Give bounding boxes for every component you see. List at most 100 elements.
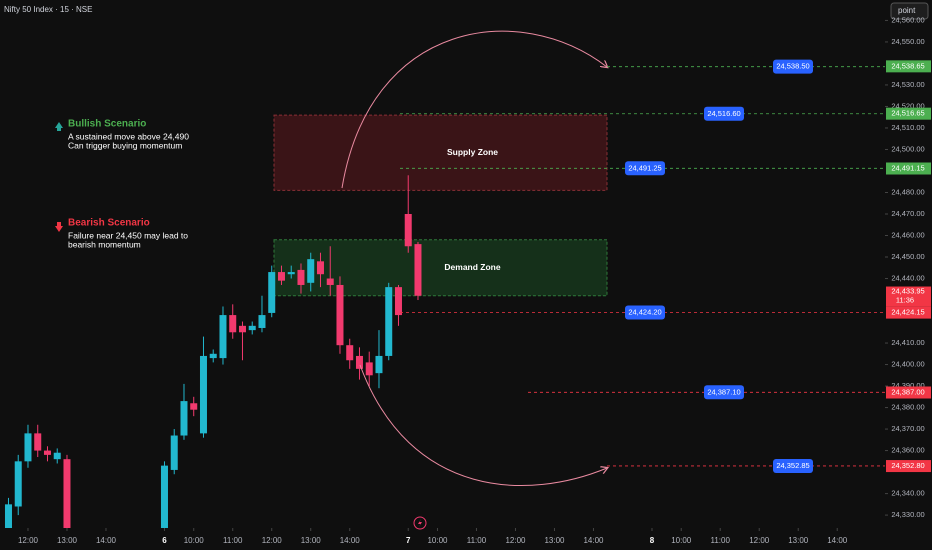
zone-label: Demand Zone xyxy=(444,262,500,272)
y-tick-label: 24,410.00 xyxy=(891,338,924,347)
level-tag xyxy=(773,458,813,473)
candle-body xyxy=(414,244,422,296)
candle-body xyxy=(14,461,22,507)
candle-body xyxy=(316,261,324,275)
candle-body xyxy=(336,284,344,346)
y-tick-label: 24,510.00 xyxy=(891,123,924,132)
level-tag-label: 24,424.20 xyxy=(628,307,661,316)
candle-body xyxy=(355,355,363,369)
candle-body xyxy=(219,315,227,359)
y-tick-label: 24,380.00 xyxy=(891,403,924,412)
y-tick-label: 24,370.00 xyxy=(891,424,924,433)
level-tag-label: 24,352.85 xyxy=(776,461,809,470)
candle-body xyxy=(297,269,305,285)
axis-tag xyxy=(886,60,931,73)
y-tick-label: 24,550.00 xyxy=(891,37,924,46)
down-arrow-icon xyxy=(55,222,63,232)
candle-body xyxy=(24,433,32,462)
level-tag-label: 24,387.10 xyxy=(707,387,740,396)
y-tick-label: 24,400.00 xyxy=(891,360,924,369)
candle-body xyxy=(170,435,178,470)
candle-body xyxy=(365,362,373,376)
scenario-text: A sustained move above 24,490 xyxy=(68,131,189,141)
level-tag-label: 24,538.50 xyxy=(776,62,809,71)
x-tick-label: 14:00 xyxy=(583,536,604,545)
candle-body xyxy=(190,403,198,410)
y-tick-label: 24,480.00 xyxy=(891,187,924,196)
candle-body xyxy=(268,272,276,313)
x-tick-label: 12:00 xyxy=(505,536,526,545)
candle-body xyxy=(209,353,217,359)
axis-tag xyxy=(886,460,931,473)
x-tick-label: 7 xyxy=(406,536,411,545)
plot-area xyxy=(4,114,608,528)
y-tick-label: 24,330.00 xyxy=(891,510,924,519)
x-tick-label: 11:00 xyxy=(223,536,243,545)
zone xyxy=(273,114,608,191)
y-tick-label: 24,340.00 xyxy=(891,489,924,498)
y-tick-label: 24,360.00 xyxy=(891,446,924,455)
axis-tag-label: 24,516.65 xyxy=(891,109,924,118)
y-tick-label: 24,440.00 xyxy=(891,274,924,283)
candle-body xyxy=(199,355,207,434)
bull-arrow xyxy=(341,30,607,189)
y-tick-label: 24,390.00 xyxy=(891,381,924,390)
y-tick-label: 24,470.00 xyxy=(891,209,924,218)
point-button-label[interactable]: point xyxy=(898,6,916,15)
x-tick-label: 13:00 xyxy=(57,536,78,545)
up-arrow-icon xyxy=(55,122,63,131)
candle-body xyxy=(307,259,315,283)
level-tag xyxy=(625,161,665,176)
x-tick-label: 13:00 xyxy=(788,536,809,545)
x-tick-label: 12:00 xyxy=(18,536,39,545)
axis-tag xyxy=(886,162,931,175)
candle-body xyxy=(63,459,71,528)
axis-tag-label: 24,491.15 xyxy=(891,163,924,172)
level-tag-label: 24,516.60 xyxy=(707,109,740,118)
x-tick-label: 12:00 xyxy=(749,536,770,545)
lightning-icon[interactable] xyxy=(413,516,427,530)
candle-body xyxy=(385,287,393,356)
candle-body xyxy=(180,401,188,436)
scenario-title: Bullish Scenario xyxy=(68,119,146,130)
countdown: 11:36 xyxy=(896,296,914,305)
x-tick-label: 13:00 xyxy=(544,536,565,545)
scenario-title: Bearish Scenario xyxy=(68,218,150,229)
point-button[interactable] xyxy=(890,2,929,20)
level-tag-label: 24,491.25 xyxy=(628,163,661,172)
axis-tag xyxy=(886,306,931,319)
candle-body xyxy=(287,272,295,275)
candle-body xyxy=(258,315,266,328)
axis-tag xyxy=(886,107,931,120)
zone-label: Supply Zone xyxy=(447,147,498,157)
candle-body xyxy=(404,213,412,247)
y-tick-label: 24,520.00 xyxy=(891,101,924,110)
bear-arrow xyxy=(359,364,607,486)
candle-body xyxy=(375,355,383,374)
y-tick-label: 24,530.00 xyxy=(891,80,924,89)
axis-tag-label: 24,538.65 xyxy=(891,61,924,70)
y-tick-label: 24,500.00 xyxy=(891,144,924,153)
x-tick-label: 14:00 xyxy=(827,536,848,545)
zone xyxy=(273,239,608,297)
candle-body xyxy=(346,345,354,361)
y-tick-label: 24,460.00 xyxy=(891,230,924,239)
axis-tag-label: 24,424.15 xyxy=(891,308,924,317)
scenario-text: Failure near 24,450 may lead to xyxy=(68,230,188,240)
x-tick-label: 11:00 xyxy=(467,536,487,545)
level-tag xyxy=(704,385,744,400)
last-price-label: 24,433.95 xyxy=(891,287,924,296)
scenario-text: bearish momentum xyxy=(68,239,141,249)
x-tick-label: 14:00 xyxy=(340,536,361,545)
level-tag xyxy=(704,106,744,121)
candle-body xyxy=(326,278,334,285)
x-tick-label: 13:00 xyxy=(301,536,322,545)
candle-body xyxy=(4,504,12,528)
axis-tag-label: 24,387.00 xyxy=(891,387,924,396)
scenario-text: Can trigger buying momentum xyxy=(68,140,182,150)
x-tick-label: 10:00 xyxy=(184,536,205,545)
chart-title: Nifty 50 Index · 15 · NSE xyxy=(4,5,92,14)
level-tag xyxy=(773,59,813,74)
x-tick-label: 10:00 xyxy=(427,536,448,545)
